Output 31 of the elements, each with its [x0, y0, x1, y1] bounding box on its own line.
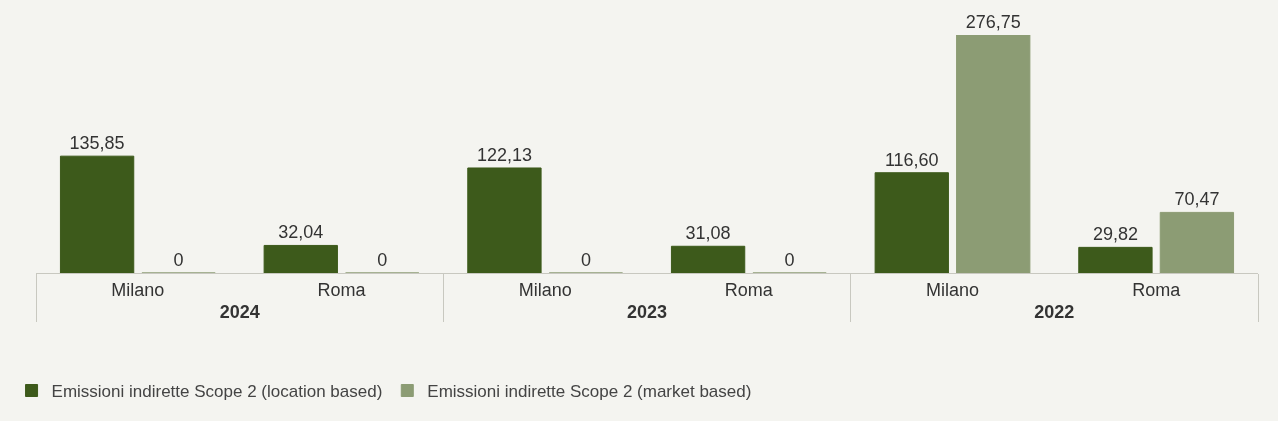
bar [467, 167, 542, 273]
bar [263, 244, 338, 273]
bar [874, 172, 949, 273]
bar [59, 155, 135, 273]
data-label: 0 [173, 250, 184, 270]
x-tick-label: Milano [111, 279, 165, 300]
text: 2023 [626, 301, 668, 322]
x-tick-label: Roma [1132, 279, 1182, 300]
bar [1159, 211, 1235, 273]
x-tick-label: Roma [317, 279, 367, 300]
data-label: 0 [580, 250, 591, 270]
data-label: 0 [784, 250, 795, 270]
data-label: 116,60 [884, 149, 939, 170]
bar [670, 245, 746, 273]
text: 2024 [219, 301, 260, 322]
x-tick-label: Roma [724, 279, 774, 300]
bar [956, 35, 1031, 273]
text: 2022 [1034, 301, 1075, 322]
legend-label: Emissioni indirette Scope 2 (market based) [427, 382, 752, 402]
data-label: 0 [377, 250, 388, 270]
data-label: 32,04 [278, 222, 324, 243]
x-tick-label: Milano [925, 279, 980, 300]
x-tick-label: Milano [518, 279, 572, 300]
data-label: 29,82 [1092, 224, 1138, 245]
data-label: 135,85 [69, 133, 125, 154]
data-label: 31,08 [685, 223, 731, 244]
legend-label: Emissioni indirette Scope 2 (location based) [51, 382, 383, 402]
data-label: 70,47 [1174, 189, 1220, 210]
bar [1078, 246, 1153, 273]
data-label: 276,75 [965, 12, 1021, 32]
data-label: 122,13 [476, 144, 532, 165]
